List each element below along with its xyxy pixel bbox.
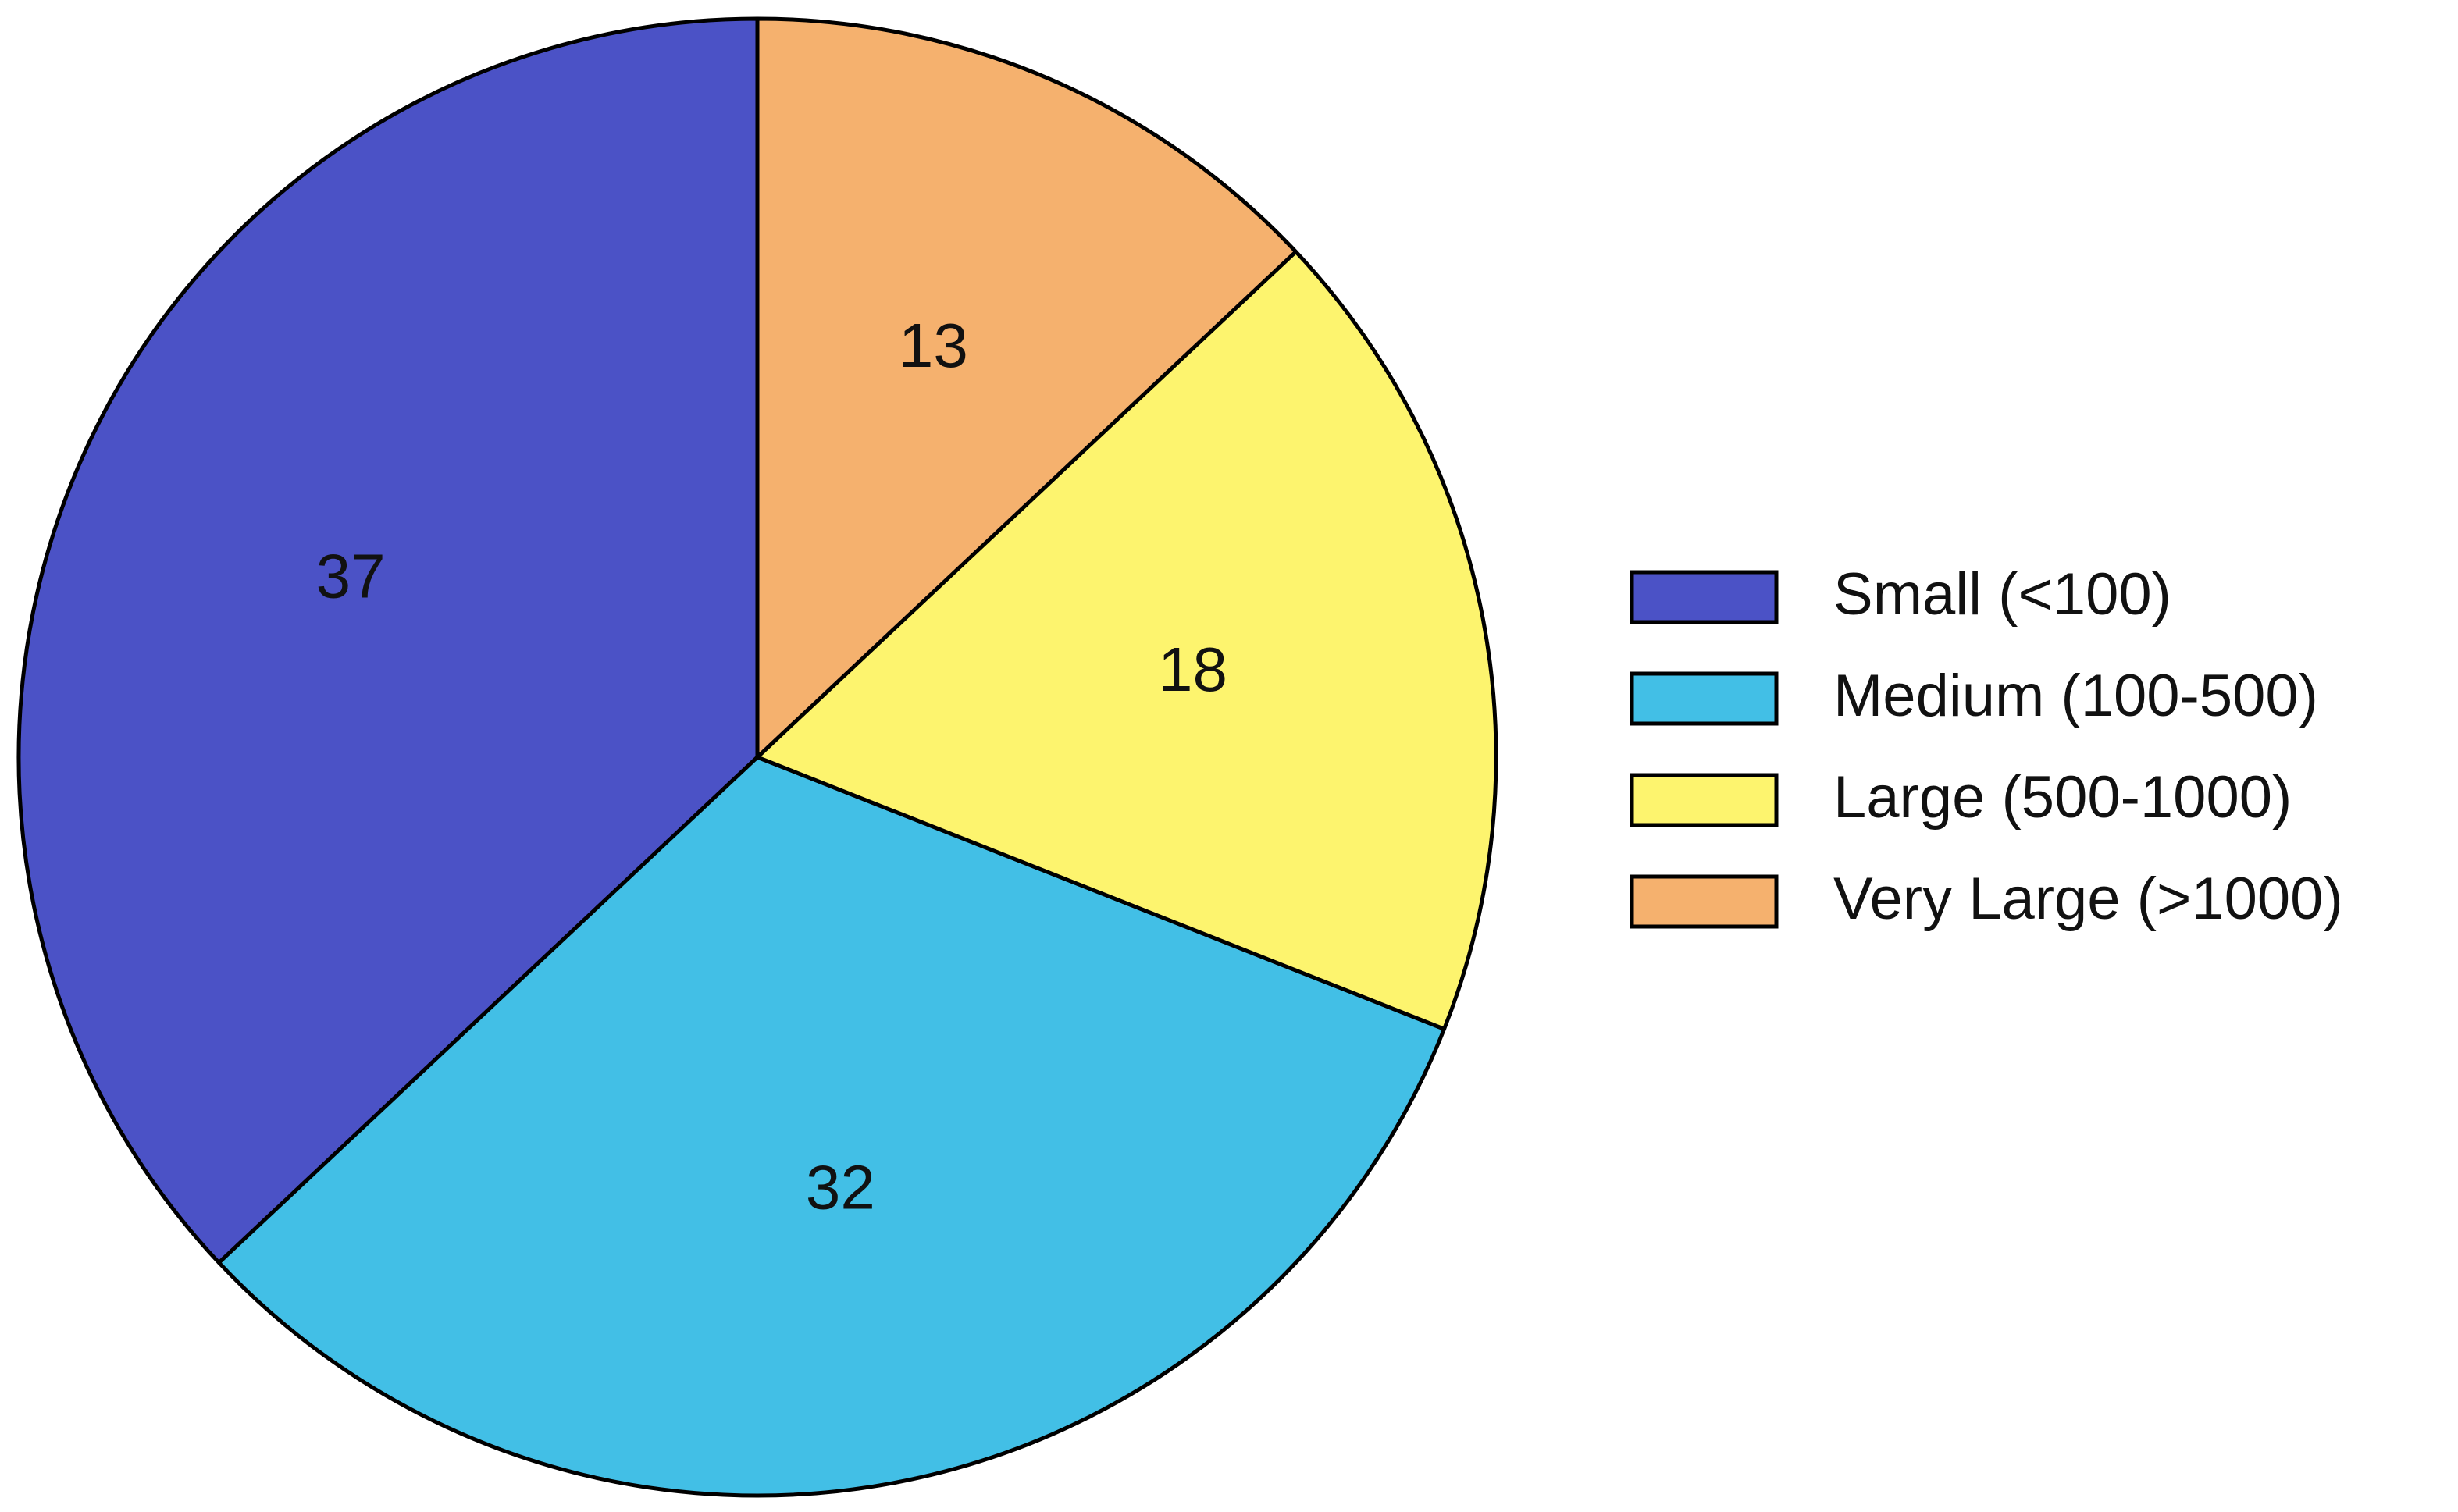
pie-slice	[216, 755, 1447, 1498]
data-label: 18	[1158, 635, 1227, 704]
pie-slice	[16, 16, 760, 1265]
data-label: 13	[899, 311, 968, 380]
legend-label: Very Large (>1000)	[1833, 866, 2343, 932]
pie-slice	[755, 16, 1298, 760]
legend-swatch	[1630, 671, 1779, 726]
legend-label: Medium (100-500)	[1833, 663, 2318, 729]
legend-label: Large (500-1000)	[1833, 764, 2292, 831]
pie-slice	[755, 249, 1498, 1031]
legend-swatch	[1630, 773, 1779, 827]
data-label: 37	[316, 542, 386, 611]
data-label: 32	[806, 1153, 875, 1222]
legend-swatch	[1630, 570, 1779, 624]
legend-swatch	[1630, 874, 1779, 929]
legend-label: Small (<100)	[1833, 561, 2171, 628]
